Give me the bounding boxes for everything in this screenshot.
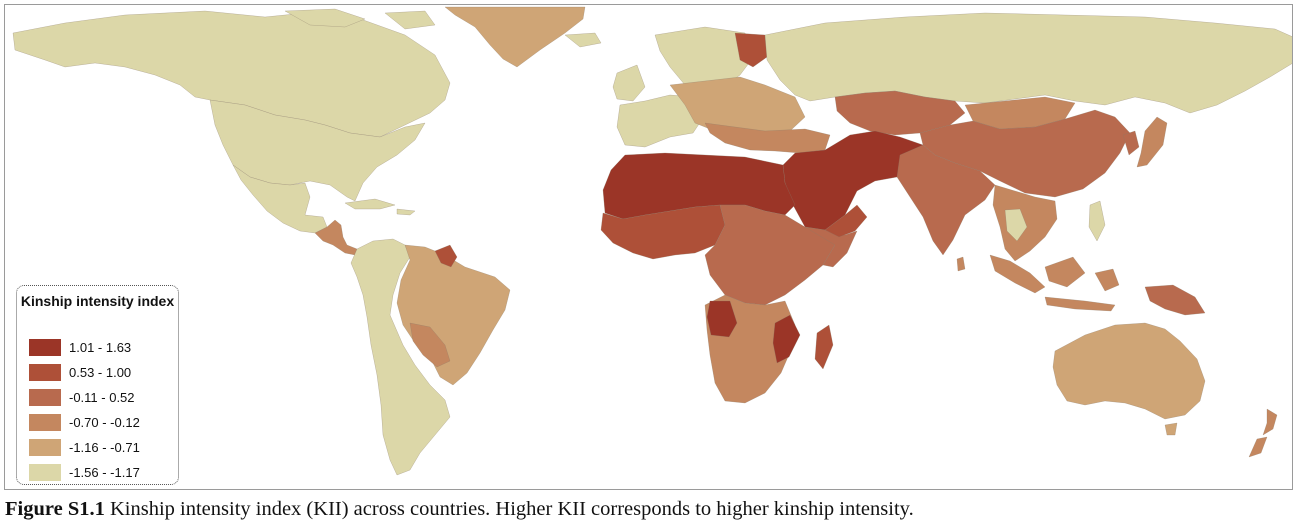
region-japan[interactable] (1136, 116, 1168, 168)
region-indonesia[interactable] (989, 254, 1120, 312)
legend-item: -0.70 - -0.12 (29, 413, 174, 433)
legend-swatch (29, 414, 61, 431)
region-iceland[interactable] (564, 32, 602, 48)
legend-item: -0.11 - 0.52 (29, 388, 174, 408)
legend-item: 1.01 - 1.63 (29, 338, 174, 358)
legend-swatch (29, 389, 61, 406)
region-south-america-west[interactable] (350, 238, 451, 476)
region-sri-lanka[interactable] (956, 256, 966, 272)
legend-item: -1.56 - -1.17 (29, 463, 174, 483)
region-finland[interactable] (734, 32, 768, 68)
region-mexico[interactable] (232, 164, 328, 234)
region-western-europe[interactable] (616, 94, 706, 148)
region-guianas[interactable] (434, 244, 458, 268)
region-tasmania[interactable] (1164, 422, 1178, 436)
region-korea[interactable] (1122, 130, 1140, 156)
region-caribbean[interactable] (344, 198, 416, 216)
legend-item: 0.53 - 1.00 (29, 363, 174, 383)
region-thailand[interactable] (1004, 208, 1028, 242)
region-uk[interactable] (612, 64, 646, 102)
region-arctic-islands[interactable] (284, 8, 436, 30)
region-angola[interactable] (706, 300, 738, 338)
legend: Kinship intensity index 1.01 - 1.63 0.53… (16, 285, 179, 485)
legend-item: -1.16 - -0.71 (29, 438, 174, 458)
region-bolivia-paraguay[interactable] (409, 322, 451, 368)
legend-swatch (29, 364, 61, 381)
legend-label: -0.70 - -0.12 (69, 415, 140, 430)
region-madagascar[interactable] (814, 324, 834, 370)
region-papua-new-guinea[interactable] (1144, 284, 1206, 316)
region-mozambique[interactable] (772, 314, 801, 364)
region-central-america[interactable] (314, 219, 358, 256)
region-central-africa[interactable] (704, 204, 836, 306)
region-south-asia[interactable] (896, 144, 996, 256)
legend-title: Kinship intensity index (20, 293, 175, 309)
region-yemen-oman[interactable] (824, 204, 868, 238)
caption-label: Figure S1.1 (5, 498, 105, 520)
legend-label: -1.16 - -0.71 (69, 440, 140, 455)
legend-label: -0.11 - 0.52 (69, 390, 135, 405)
legend-swatch (29, 439, 61, 456)
legend-label: -1.56 - -1.17 (69, 465, 140, 480)
region-philippines[interactable] (1088, 200, 1106, 242)
region-greenland[interactable] (444, 6, 586, 68)
world-map (12, 6, 1292, 476)
map-frame: Kinship intensity index 1.01 - 1.63 0.53… (4, 4, 1293, 490)
legend-label: 0.53 - 1.00 (69, 365, 132, 380)
figure-caption: Figure S1.1 Kinship intensity index (KII… (5, 498, 914, 521)
legend-swatch (29, 339, 61, 356)
caption-text: Kinship intensity index (KII) across cou… (104, 498, 914, 520)
region-new-zealand[interactable] (1248, 408, 1278, 458)
legend-label: 1.01 - 1.63 (69, 340, 132, 355)
region-australia[interactable] (1052, 322, 1206, 420)
legend-swatch (29, 464, 61, 481)
